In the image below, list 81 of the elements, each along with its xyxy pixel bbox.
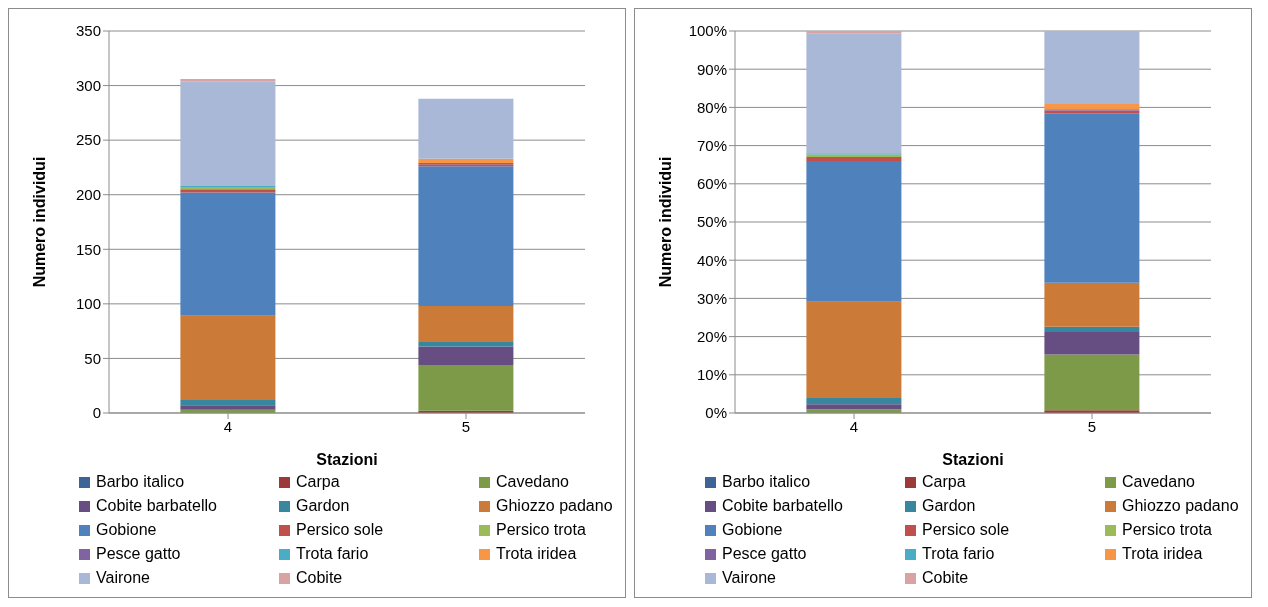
bar	[1044, 103, 1140, 110]
bar	[180, 399, 276, 406]
legend-label: Cobite barbatello	[96, 497, 217, 515]
legend-label: Trota iridea	[496, 545, 577, 563]
legend-label: Gobione	[96, 521, 157, 539]
bar	[180, 79, 276, 82]
x-axis-title: Stazioni	[942, 451, 1004, 468]
bar	[418, 158, 514, 164]
y-tick-label: 90%	[696, 60, 727, 78]
legend-label: Barbo italico	[722, 473, 811, 491]
legend-label: Cavedano	[496, 473, 569, 491]
bar	[180, 81, 276, 186]
bar	[1044, 326, 1140, 333]
legend-label: Carpa	[922, 473, 966, 491]
bar	[806, 160, 902, 302]
y-tick-label: 150	[75, 240, 101, 258]
y-tick-label: 70%	[696, 136, 727, 154]
bar	[418, 346, 514, 365]
bar	[418, 166, 514, 307]
legend-label: Cobite barbatello	[722, 497, 843, 515]
bar	[1044, 282, 1140, 327]
y-tick-label: 300	[75, 76, 101, 94]
x-axis-title: Stazioni	[316, 451, 378, 468]
y-tick-label: 0	[92, 404, 101, 422]
legend-label: Persico sole	[296, 521, 384, 539]
bar	[1044, 113, 1140, 283]
legend-label: Persico trota	[1122, 521, 1212, 539]
legend-label: Gardon	[296, 497, 350, 515]
legend-label: Persico trota	[496, 521, 586, 539]
legend-label: Vairone	[96, 569, 150, 587]
legend-label: Trota fario	[922, 545, 995, 563]
legend-label: Cobite	[296, 569, 343, 587]
bar	[180, 405, 276, 410]
bar	[1044, 354, 1140, 411]
legend-label: Cavedano	[1122, 473, 1195, 491]
y-tick-label: 100%	[688, 22, 727, 40]
bar	[806, 31, 902, 34]
legend-label: Trota iridea	[1122, 545, 1203, 563]
x-tick-label: 5	[461, 417, 471, 435]
bar	[418, 364, 514, 411]
y-tick-label: 100	[75, 295, 101, 313]
y-tick-label: 20%	[696, 327, 727, 345]
y-tick-label: 0%	[705, 404, 727, 422]
y-tick-label: 200	[75, 186, 101, 204]
y-tick-label: 50	[84, 349, 101, 367]
x-tick-label: 4	[223, 417, 233, 435]
legend-label: Persico sole	[922, 521, 1010, 539]
y-tick-label: 250	[75, 131, 101, 149]
y-axis-title: Numero individui	[30, 156, 48, 288]
bar	[1044, 31, 1140, 104]
bar	[806, 404, 902, 410]
legend-label: Ghiozzo padano	[496, 497, 613, 515]
bar	[806, 301, 902, 399]
legend-label: Gardon	[922, 497, 976, 515]
legend-label: Pesce gatto	[96, 545, 181, 563]
bar	[1044, 332, 1140, 355]
legend-label: Ghiozzo padano	[1122, 497, 1239, 515]
y-tick-label: 350	[75, 22, 101, 40]
bar	[418, 98, 514, 159]
bar	[418, 342, 514, 347]
legend-label: Pesce gatto	[722, 545, 807, 563]
y-tick-label: 10%	[696, 366, 727, 384]
bar	[180, 192, 276, 316]
legend-label: Gobione	[722, 521, 783, 539]
y-tick-label: 40%	[696, 251, 727, 269]
x-tick-label: 4	[849, 417, 859, 435]
y-tick-label: 60%	[696, 175, 727, 193]
bar	[806, 398, 902, 405]
legend-label: Trota fario	[296, 545, 369, 563]
legend-label: Barbo italico	[96, 473, 185, 491]
y-tick-label: 80%	[696, 98, 727, 116]
y-tick-label: 50%	[696, 213, 727, 231]
legend-label: Carpa	[296, 473, 340, 491]
x-tick-label: 5	[1087, 417, 1097, 435]
legend-label: Vairone	[722, 569, 776, 587]
bar	[418, 306, 514, 343]
bar	[806, 33, 902, 154]
legend-label: Cobite	[922, 569, 969, 587]
y-axis-title: Numero individui	[656, 156, 674, 288]
y-tick-label: 30%	[696, 289, 727, 307]
bar	[180, 315, 276, 400]
